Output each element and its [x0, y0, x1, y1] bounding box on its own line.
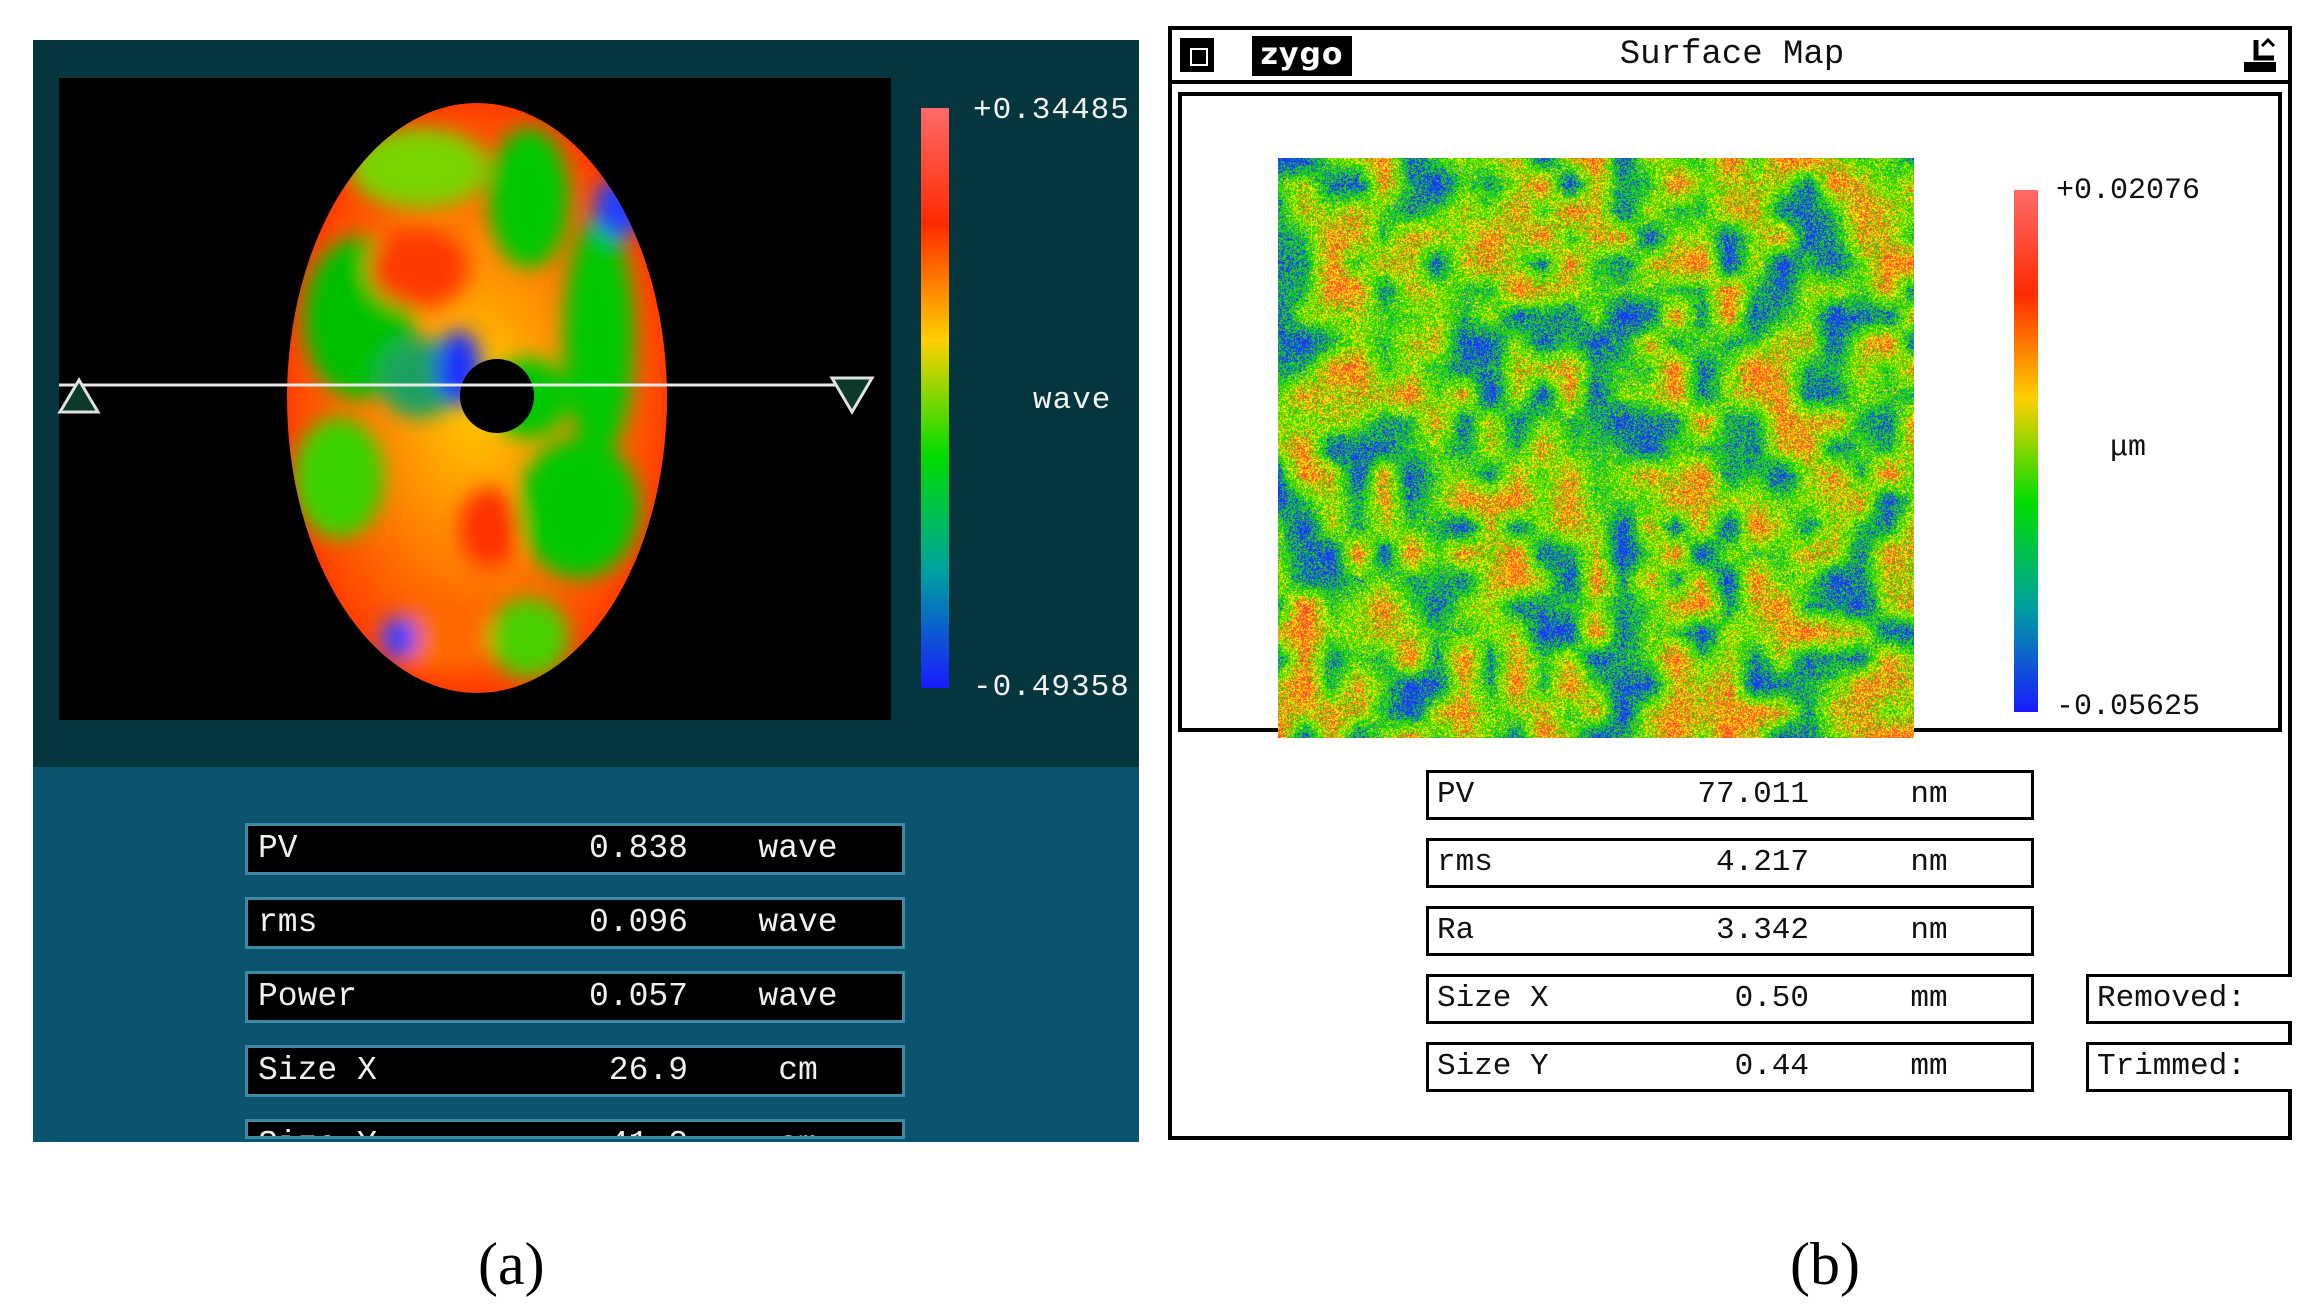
trimmed-label: Trimmed: [2086, 1042, 2292, 1092]
stat-row-ra: Ra 3.342 nm [1426, 906, 2034, 956]
scale-min-label-b: -0.05625 [2056, 690, 2201, 724]
stat-unit: wave [758, 978, 838, 1015]
stat-row-pv: PV 0.838 wave [245, 823, 905, 875]
profile-marker-right-icon [829, 376, 875, 415]
stat-label: rms [258, 904, 318, 941]
removed-label: Removed: [2086, 974, 2292, 1024]
stat-row-power: Power 0.057 wave [245, 971, 905, 1023]
stat-value: 41.2 [538, 1122, 688, 1136]
colorbar-b [2014, 190, 2038, 712]
stat-label: Size X [1437, 981, 1549, 1016]
wavefront-map-a [57, 103, 875, 693]
caption-a: (a) [478, 1231, 545, 1297]
stats-panel-a: PV 0.838 wave rms 0.096 wave Power 0.057… [33, 767, 1139, 1142]
stat-value: 26.9 [608, 1052, 688, 1089]
stat-unit: mm [1910, 981, 1948, 1016]
scale-unit-label-a: wave [1033, 383, 1112, 418]
stat-row-size-y: Size Y 41.2 cm [245, 1119, 905, 1139]
stat-label: Size Y [258, 1122, 377, 1136]
stat-value: 4.217 [1715, 845, 1809, 880]
stat-label: PV [1437, 777, 1475, 812]
caption-b: (b) [1790, 1231, 1860, 1297]
stat-value: 0.096 [588, 904, 688, 941]
scale-max-label-b: +0.02076 [2056, 174, 2201, 208]
profile-marker-left-icon [57, 377, 101, 414]
window-menu-icon[interactable] [1180, 38, 1214, 72]
stat-unit: mm [1910, 1049, 1948, 1084]
stat-unit: nm [1910, 777, 1948, 812]
colorbar-a [921, 108, 949, 688]
stat-row-rms: rms 4.217 nm [1426, 838, 2034, 888]
stat-unit: cm [718, 1122, 878, 1136]
stat-label: PV [258, 830, 298, 867]
surface-map-area: +0.02076 μm -0.05625 [1178, 92, 2282, 738]
stat-row-size-x: Size X 0.50 mm [1426, 974, 2034, 1024]
stat-label: Ra [1437, 913, 1475, 948]
central-obscuration [460, 359, 534, 433]
stat-unit: nm [1910, 913, 1948, 948]
window-resize-icon[interactable] [2240, 36, 2280, 76]
panel-a-window: +0.34485 wave -0.49358 PV 0.838 wave rms… [33, 40, 1139, 1142]
stat-row-rms: rms 0.096 wave [245, 897, 905, 949]
zygo-logo: zygo [1252, 36, 1352, 76]
stat-value: 0.057 [588, 978, 688, 1015]
stat-value: 0.50 [1734, 981, 1809, 1016]
stat-label: Size X [258, 1052, 377, 1089]
stat-row-size-y: Size Y 0.44 mm [1426, 1042, 2034, 1092]
scale-max-label-a: +0.34485 [973, 93, 1130, 128]
stat-value: 3.342 [1715, 913, 1809, 948]
window-title: Surface Map [1619, 36, 1845, 74]
window-titlebar: zygo Surface Map [1172, 30, 2288, 84]
stat-value: 0.44 [1734, 1049, 1809, 1084]
stat-label: Power [258, 978, 358, 1015]
surface-map-b [1278, 158, 1914, 738]
stat-unit: wave [758, 904, 838, 941]
stat-value: 0.838 [588, 830, 688, 867]
panel-b-window: zygo Surface Map +0.02076 μm -0.05625 PV… [1168, 26, 2292, 1140]
stat-row-pv: PV 77.011 nm [1426, 770, 2034, 820]
stat-value: 77.011 [1697, 777, 1809, 812]
stat-unit: nm [1910, 845, 1948, 880]
stat-unit: cm [778, 1052, 818, 1089]
stat-label: rms [1437, 845, 1493, 880]
scale-min-label-a: -0.49358 [973, 670, 1130, 705]
surface-map-a [57, 78, 891, 720]
scale-unit-label-b: μm [2110, 431, 2147, 465]
stat-label: Size Y [1437, 1049, 1549, 1084]
stat-unit: wave [758, 830, 838, 867]
stat-row-size-x: Size X 26.9 cm [245, 1045, 905, 1097]
